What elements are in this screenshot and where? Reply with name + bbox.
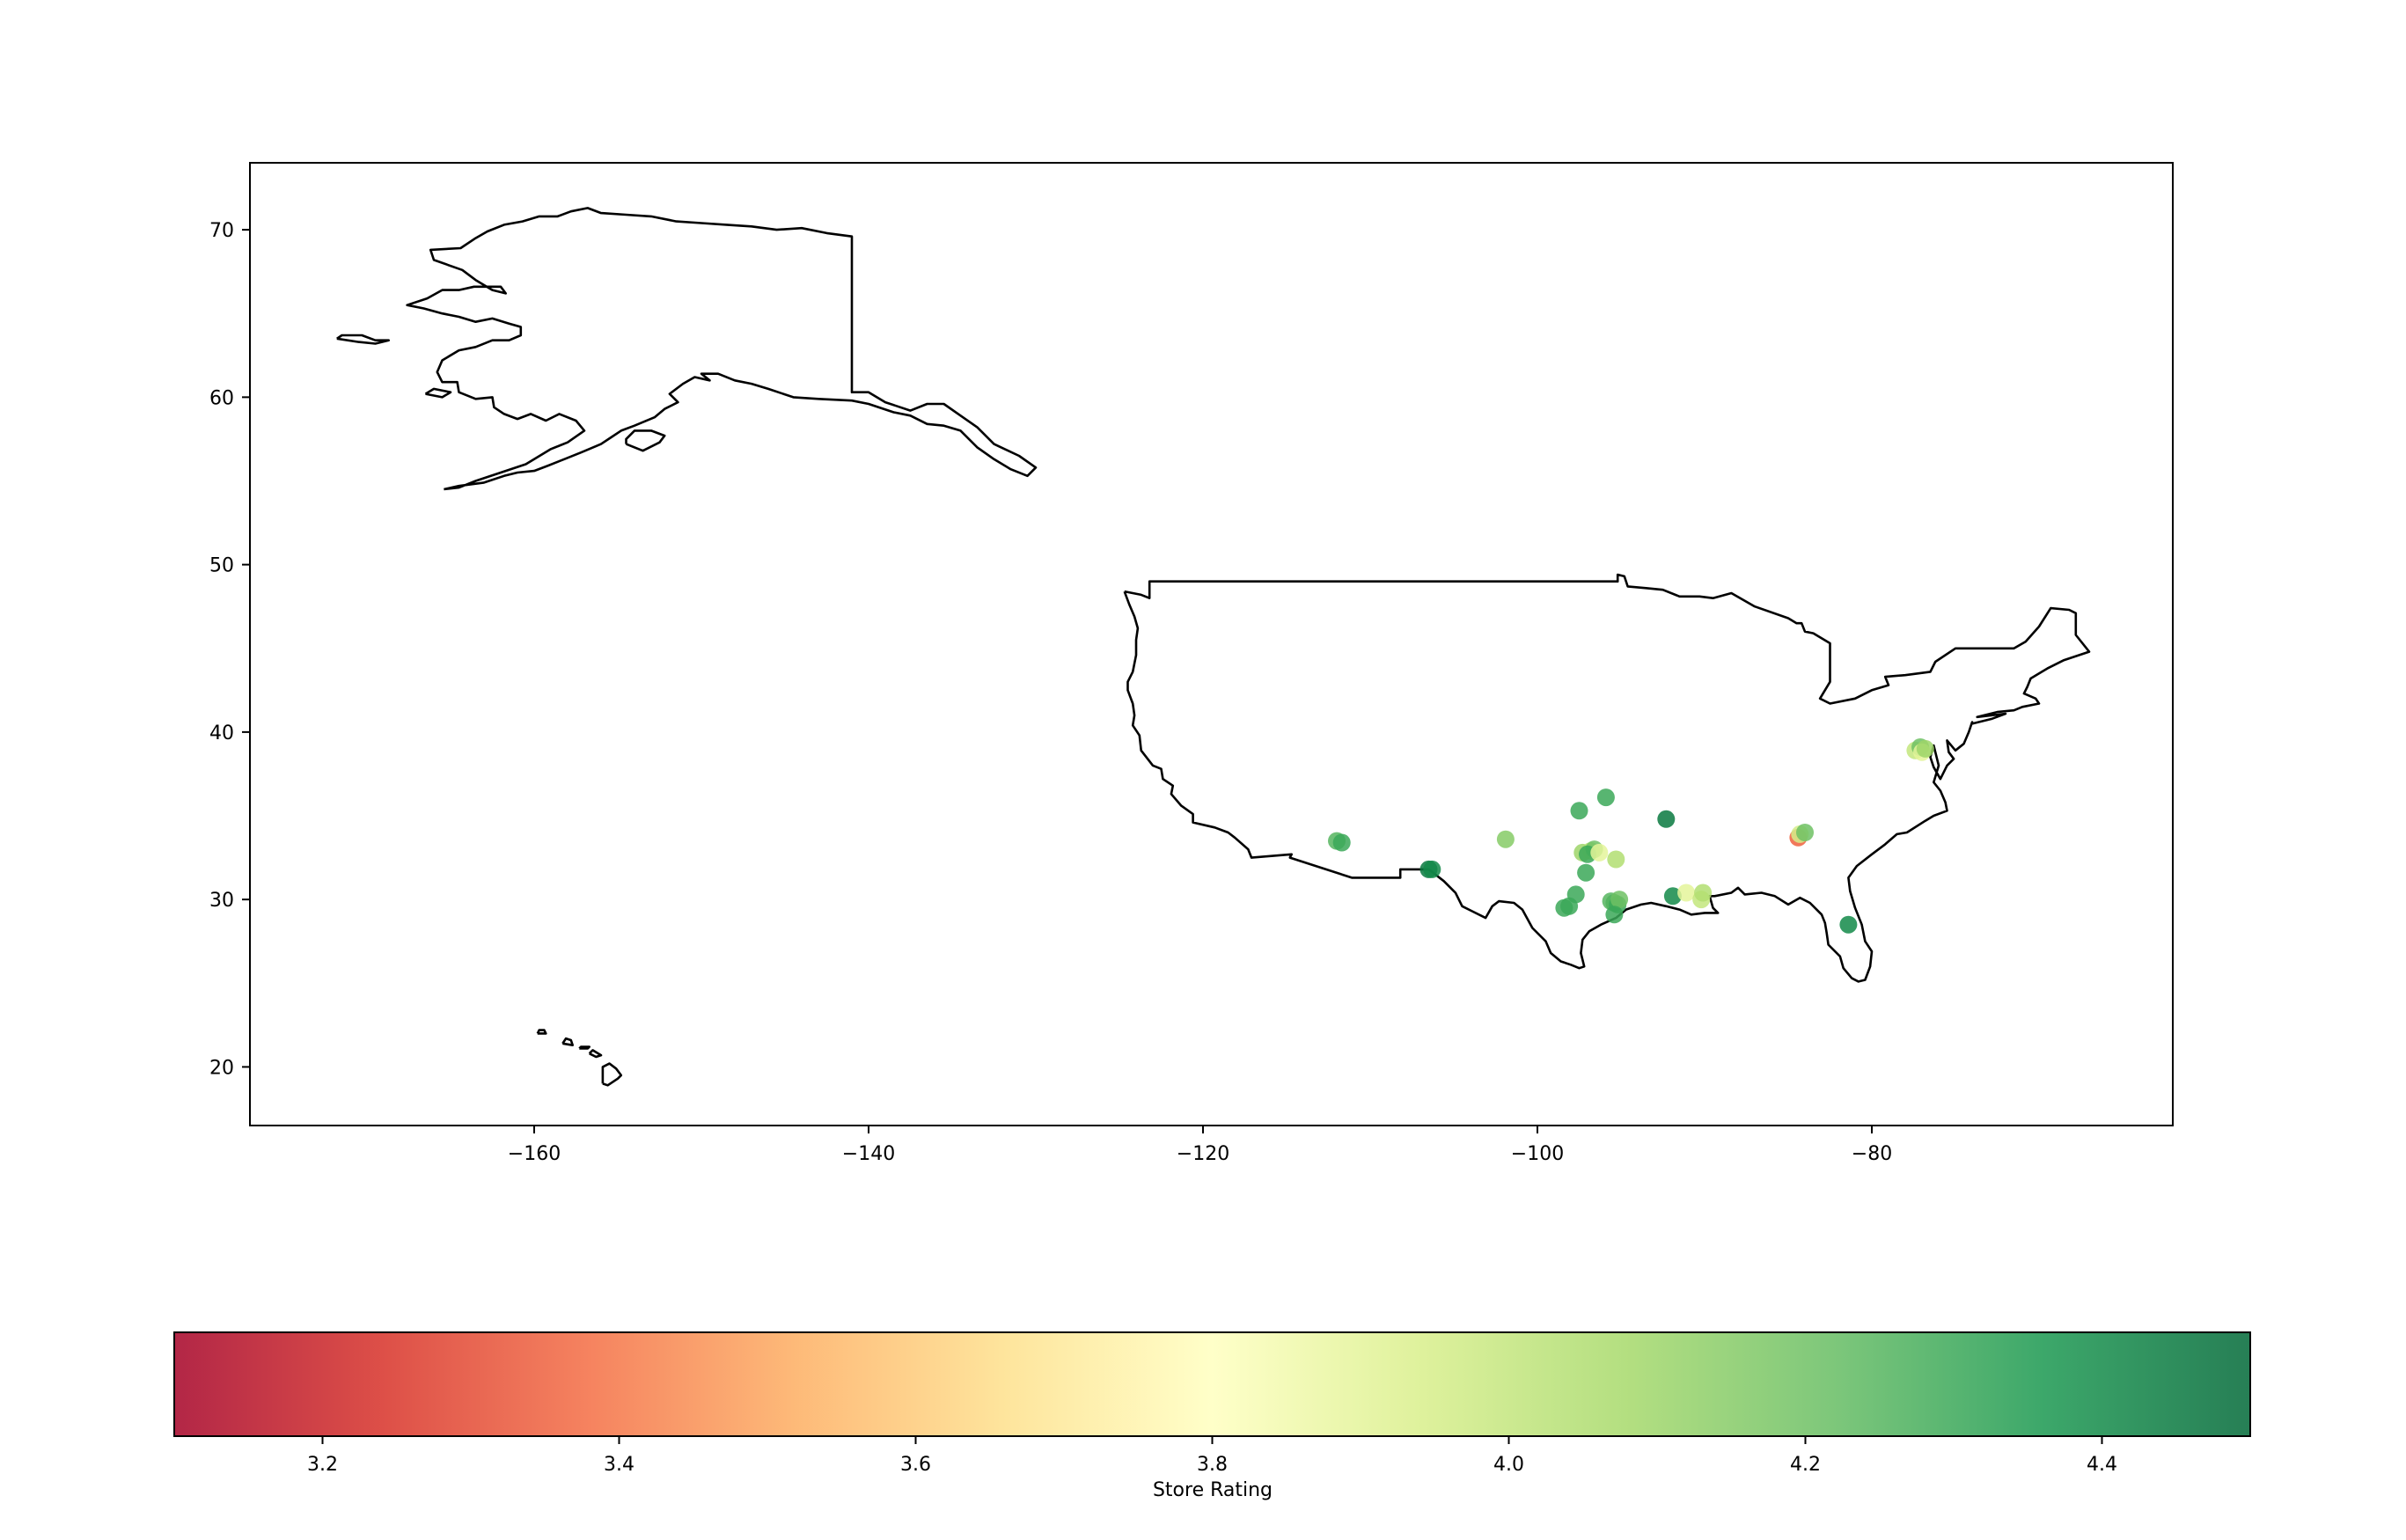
store-point-6 <box>1596 788 1615 807</box>
colorbar-ticks: 3.2 3.4 3.6 3.8 4.0 4.2 4.4 <box>307 1436 2117 1476</box>
store-point-7 <box>1657 810 1676 828</box>
y-axis-ticks: 20 30 40 50 60 70 <box>209 220 250 1079</box>
store-points <box>1328 738 1934 934</box>
plot-frame <box>249 162 2174 1126</box>
outline-alaska <box>406 207 1038 491</box>
colorbar-tick-label: 3.8 <box>1197 1454 1228 1476</box>
outline-hawaii-maui <box>588 1049 603 1059</box>
store-point-13 <box>1607 850 1625 869</box>
y-tick-label: 30 <box>209 890 234 912</box>
colorbar-tick-label: 4.2 <box>1790 1454 1821 1476</box>
colorbar-label: Store Rating <box>1153 1479 1273 1501</box>
outline-hawaii-molokai <box>578 1045 591 1050</box>
store-point-29 <box>1796 824 1814 841</box>
colorbar-tick-label: 4.4 <box>2087 1454 2117 1476</box>
outline-hawaii-big-island <box>601 1062 623 1087</box>
plot-background <box>250 163 2173 1126</box>
outline-hawaii-kauai <box>536 1029 547 1035</box>
store-point-22 <box>1605 906 1624 924</box>
outline-hawaii-oahu <box>561 1037 575 1046</box>
map-axes: −160 −140 −120 −100 −80 20 30 40 50 60 70 <box>209 162 2174 1165</box>
colorbar-tick-label: 3.2 <box>307 1454 338 1476</box>
map-outlines <box>336 207 2091 1087</box>
store-point-24 <box>1677 884 1696 902</box>
store-point-30 <box>1839 915 1858 934</box>
x-tick-label: −80 <box>1852 1143 1892 1165</box>
y-tick-label: 60 <box>209 387 234 409</box>
y-tick-label: 70 <box>209 220 234 242</box>
store-point-3 <box>1423 860 1441 878</box>
outline-kodiak-island <box>625 429 666 452</box>
colorbar-fill <box>174 1332 2250 1436</box>
y-tick-label: 40 <box>209 722 234 744</box>
store-point-12 <box>1590 843 1609 862</box>
store-point-14 <box>1577 863 1595 882</box>
store-point-21 <box>1610 891 1629 909</box>
x-tick-label: −100 <box>1511 1143 1564 1165</box>
colorbar-tick-label: 3.6 <box>900 1454 931 1476</box>
x-axis-ticks: −160 −140 −120 −100 −80 <box>508 1126 1892 1165</box>
store-point-26 <box>1694 884 1713 902</box>
store-point-34 <box>1916 739 1934 758</box>
store-point-23 <box>1663 887 1682 906</box>
store-point-5 <box>1570 802 1588 820</box>
x-tick-label: −160 <box>508 1143 561 1165</box>
x-tick-label: −140 <box>842 1143 895 1165</box>
colorbar-tick-label: 4.0 <box>1493 1454 1524 1476</box>
colorbar-tick-label: 3.4 <box>604 1454 635 1476</box>
store-point-1 <box>1332 833 1351 852</box>
outline-contiguous-us <box>1123 573 2091 983</box>
y-tick-label: 50 <box>209 555 234 577</box>
x-tick-label: −120 <box>1177 1143 1229 1165</box>
colorbar: 3.2 3.4 3.6 3.8 4.0 4.2 4.4 Store Rating <box>173 1331 2251 1501</box>
y-tick-label: 20 <box>209 1057 234 1079</box>
outline-st-lawrence-island <box>336 334 391 345</box>
outline-nunivak-island <box>424 387 452 399</box>
store-point-4 <box>1496 830 1515 848</box>
store-point-17 <box>1555 898 1573 917</box>
